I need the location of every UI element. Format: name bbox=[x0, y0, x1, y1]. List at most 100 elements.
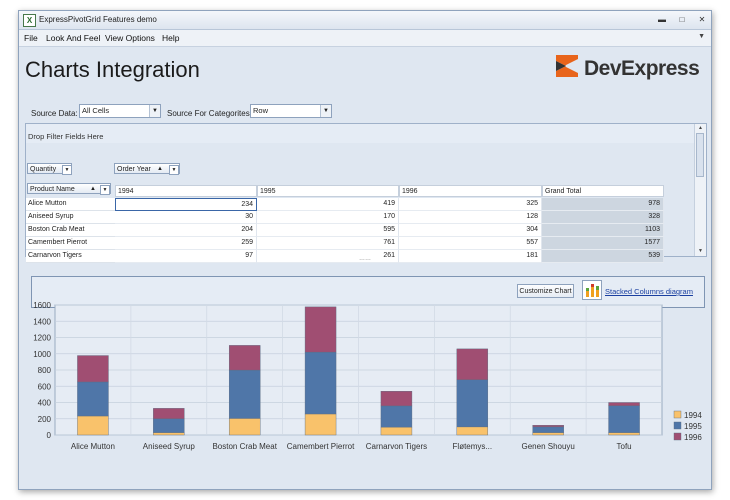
bar-segment bbox=[153, 418, 185, 433]
bar-segment bbox=[532, 426, 564, 433]
bar-segment bbox=[608, 402, 640, 406]
y-tick-label: 1600 bbox=[33, 301, 51, 310]
grand-total-cell[interactable]: 1577 bbox=[542, 237, 664, 250]
page-title: Charts Integration bbox=[25, 57, 200, 82]
row-header[interactable]: Aniseed Syrup bbox=[26, 211, 116, 224]
filter-icon[interactable]: ▼ bbox=[62, 165, 72, 175]
grand-total-cell[interactable]: 539 bbox=[542, 250, 664, 263]
bar-segment bbox=[380, 391, 413, 407]
title-bar: X ExpressPivotGrid Features demo ▬ □ ✕ bbox=[19, 11, 711, 30]
grand-total-cell[interactable]: 328 bbox=[542, 211, 664, 224]
data-cell[interactable]: 234 bbox=[115, 198, 257, 211]
data-cell[interactable]: 181 bbox=[399, 250, 542, 263]
x-tick-label: Tofu bbox=[617, 442, 632, 451]
source-categories-combo[interactable]: Row ▼ bbox=[250, 104, 332, 118]
close-icon[interactable]: ✕ bbox=[698, 15, 706, 24]
data-cell[interactable]: 261 bbox=[257, 250, 399, 263]
data-cell[interactable]: 97 bbox=[115, 250, 257, 263]
filter-icon[interactable]: ▼ bbox=[169, 165, 179, 175]
column-header-grand-total[interactable]: Grand Total bbox=[542, 185, 664, 197]
row-header[interactable]: Boston Crab Meat bbox=[26, 224, 116, 237]
source-data-label: Source Data: bbox=[31, 109, 78, 118]
row-header[interactable]: Camembert Pierrot bbox=[26, 237, 116, 250]
main-content: Charts Integration DevExpress Source Dat… bbox=[19, 47, 711, 489]
row-field-product-name[interactable]: Product Name ▲ ▼ bbox=[27, 183, 111, 195]
column-header-1994[interactable]: 1994 bbox=[115, 185, 257, 197]
data-cell[interactable]: 30 bbox=[115, 211, 257, 224]
chevron-down-icon[interactable]: ▼ bbox=[149, 105, 160, 117]
chevron-down-icon[interactable]: ▼ bbox=[320, 105, 331, 117]
menu-view-options[interactable]: View Options bbox=[105, 33, 155, 43]
app-window: X ExpressPivotGrid Features demo ▬ □ ✕ F… bbox=[18, 10, 712, 490]
splitter-grip[interactable]: …… bbox=[359, 256, 371, 262]
row-header[interactable]: Carnarvon Tigers bbox=[26, 250, 116, 263]
column-header-1996[interactable]: 1996 bbox=[399, 185, 542, 197]
row-header[interactable]: Alice Mutton bbox=[26, 198, 116, 211]
excel-x-icon[interactable]: X bbox=[23, 14, 36, 27]
grand-total-cell[interactable]: 978 bbox=[542, 198, 664, 211]
bar-segment bbox=[380, 426, 413, 436]
pivot-scrollbar[interactable]: ▲ ▼ bbox=[694, 124, 706, 256]
data-cell[interactable]: 259 bbox=[115, 237, 257, 250]
bar-segment bbox=[77, 415, 109, 436]
devexpress-logo-text: DevExpress bbox=[584, 57, 700, 80]
grand-total-cell[interactable]: 1103 bbox=[542, 224, 664, 237]
data-cell[interactable]: 170 bbox=[257, 211, 399, 224]
window-title: ExpressPivotGrid Features demo bbox=[39, 15, 157, 24]
maximize-icon[interactable]: □ bbox=[679, 15, 685, 24]
y-tick-label: 200 bbox=[38, 415, 52, 424]
y-tick-label: 1000 bbox=[33, 350, 51, 359]
legend-label: 1994 bbox=[684, 411, 702, 420]
menu-look-and-feel[interactable]: Look And Feel bbox=[46, 33, 101, 43]
filter-drop-area[interactable]: Drop Filter Fields Here bbox=[26, 124, 694, 143]
y-tick-label: 1400 bbox=[33, 317, 51, 326]
bar-segment bbox=[304, 413, 337, 436]
menu-file[interactable]: File bbox=[24, 33, 38, 43]
x-tick-label: Boston Crab Meat bbox=[212, 442, 277, 451]
legend-swatch bbox=[673, 421, 682, 430]
source-data-combo[interactable]: All Cells ▼ bbox=[79, 104, 161, 118]
menu-help[interactable]: Help bbox=[162, 33, 180, 43]
y-tick-label: 400 bbox=[38, 399, 52, 408]
bar-segment bbox=[456, 348, 489, 380]
data-cell[interactable]: 204 bbox=[115, 224, 257, 237]
bar-segment bbox=[228, 345, 261, 371]
data-cell[interactable]: 419 bbox=[257, 198, 399, 211]
bar-segment bbox=[380, 405, 413, 428]
devexpress-logo-icon bbox=[556, 55, 578, 77]
x-tick-label: Carnarvon Tigers bbox=[366, 442, 427, 451]
bar-segment bbox=[304, 351, 337, 415]
stacked-columns-diagram-link[interactable]: Stacked Columns diagram bbox=[605, 287, 693, 296]
y-tick-label: 600 bbox=[38, 382, 52, 391]
data-cell[interactable]: 595 bbox=[257, 224, 399, 237]
sort-asc-icon: ▲ bbox=[157, 166, 163, 172]
data-cell[interactable]: 557 bbox=[399, 237, 542, 250]
bar-segment bbox=[153, 408, 185, 419]
customize-chart-button[interactable]: Customize Chart bbox=[517, 284, 574, 298]
scroll-up-icon[interactable]: ▲ bbox=[698, 125, 703, 131]
scroll-thumb[interactable] bbox=[696, 133, 704, 177]
source-data-value: All Cells bbox=[82, 106, 110, 115]
data-cell[interactable]: 128 bbox=[399, 211, 542, 224]
minimize-icon[interactable]: ▬ bbox=[658, 15, 666, 24]
x-tick-label: Genen Shouyu bbox=[522, 442, 575, 451]
chart-toolbar: Customize Chart Stacked Columns diagram bbox=[31, 276, 705, 308]
bar-segment bbox=[77, 381, 109, 417]
y-tick-label: 800 bbox=[38, 366, 52, 375]
filter-icon[interactable]: ▼ bbox=[100, 185, 110, 195]
bar-segment bbox=[608, 405, 640, 433]
x-tick-label: Alice Mutton bbox=[71, 442, 115, 451]
data-cell[interactable]: 325 bbox=[399, 198, 542, 211]
column-header-1995[interactable]: 1995 bbox=[257, 185, 399, 197]
data-field-quantity[interactable]: Quantity ▼ bbox=[27, 163, 72, 175]
column-field-order-year[interactable]: Order Year ▲ ▼ bbox=[114, 163, 180, 175]
data-cell[interactable]: 304 bbox=[399, 224, 542, 237]
stacked-columns-icon[interactable] bbox=[582, 280, 602, 300]
menu-overflow-icon[interactable]: ▼ bbox=[698, 33, 705, 40]
bar-segment bbox=[153, 432, 185, 436]
data-cell[interactable]: 761 bbox=[257, 237, 399, 250]
x-tick-label: Fløtemys... bbox=[453, 442, 493, 451]
sort-asc-icon: ▲ bbox=[90, 186, 96, 192]
source-categories-value: Row bbox=[253, 106, 269, 115]
scroll-down-icon[interactable]: ▼ bbox=[698, 248, 703, 254]
